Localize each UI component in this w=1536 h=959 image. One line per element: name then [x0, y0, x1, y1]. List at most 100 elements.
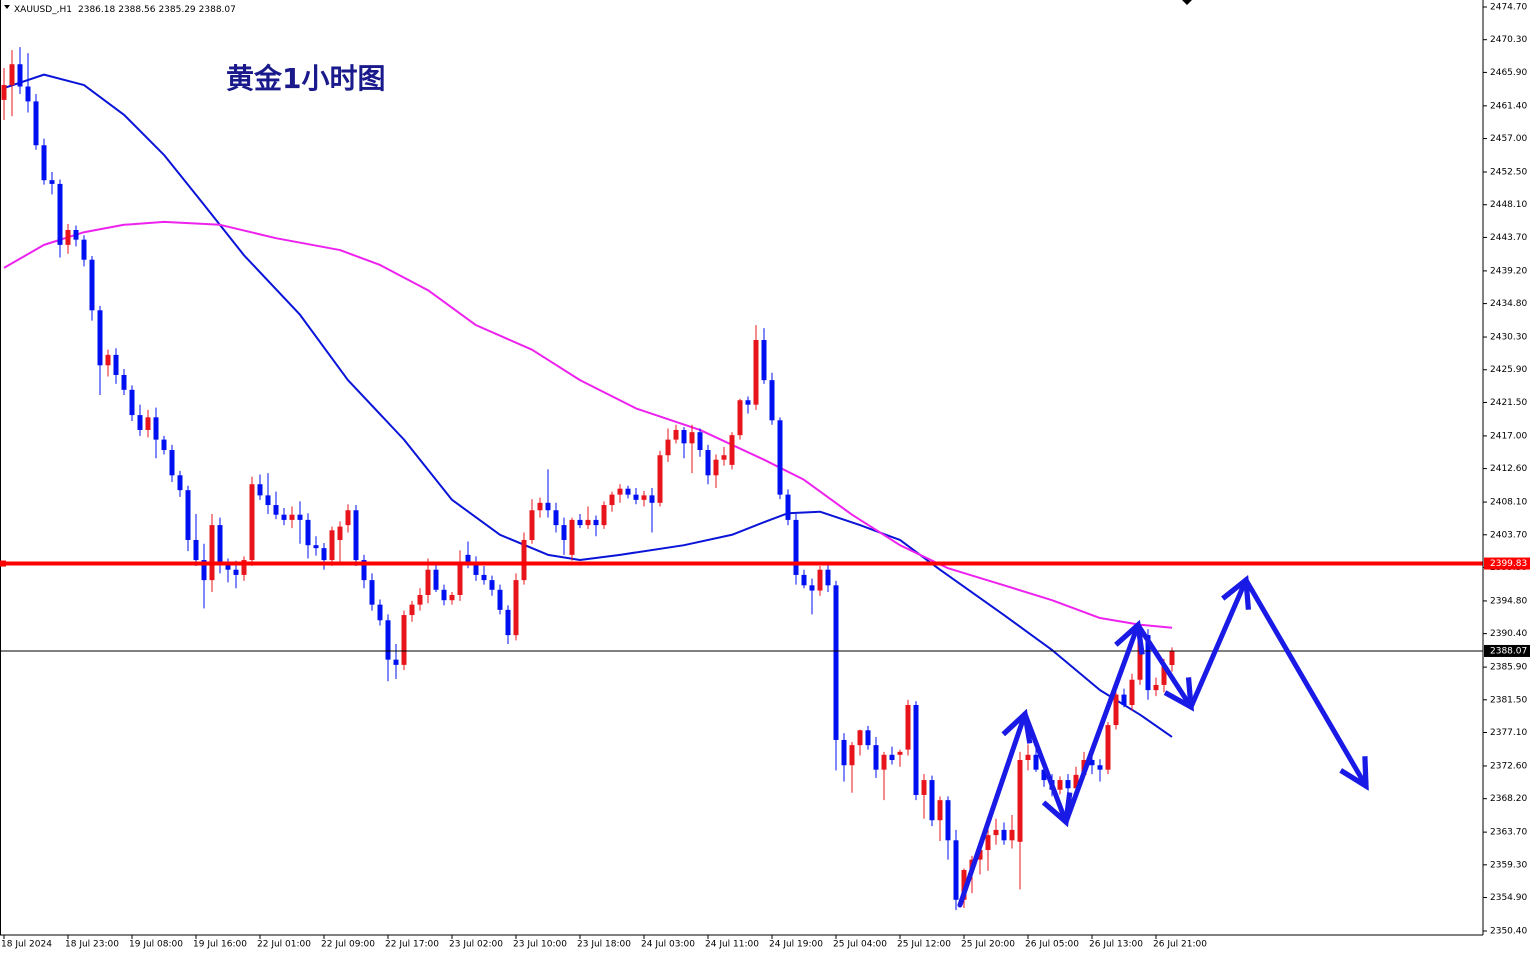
candle-body	[265, 495, 271, 506]
candle-body	[337, 526, 343, 540]
x-tick-label: 25 Jul 04:00	[833, 940, 887, 950]
candle-body	[137, 415, 143, 430]
moving-average	[3, 73, 1173, 738]
header-icon	[4, 5, 10, 9]
candle-body	[745, 400, 751, 405]
y-tick-label: 2359.30	[1490, 860, 1527, 870]
candle-body	[1121, 694, 1127, 706]
candle-body	[385, 620, 391, 660]
y-tick-label: 2390.40	[1490, 629, 1527, 639]
close: 2388.07	[199, 5, 236, 15]
candle-body	[345, 510, 351, 526]
candle-body	[689, 432, 695, 444]
candle-body	[81, 239, 87, 260]
candle-body	[497, 589, 503, 610]
candle-body	[41, 145, 47, 181]
x-tick-label: 23 Jul 10:00	[513, 940, 567, 950]
candle-body	[489, 580, 495, 590]
candle-body	[225, 565, 231, 570]
candle-body	[817, 569, 823, 591]
y-tick-label: 2368.20	[1490, 794, 1527, 804]
candle-body	[577, 519, 583, 526]
candle-body	[985, 835, 991, 850]
candle-body	[865, 730, 871, 746]
candle-body	[505, 609, 511, 636]
candle-body	[793, 519, 799, 575]
x-tick-label: 26 Jul 05:00	[1025, 940, 1079, 950]
candle-body	[153, 417, 159, 440]
candle-body	[897, 751, 903, 755]
candle-body	[665, 439, 671, 456]
candle-body	[585, 519, 591, 526]
y-tick-label: 2421.50	[1490, 398, 1527, 408]
candle-body	[217, 525, 223, 566]
x-tick-label: 25 Jul 20:00	[961, 940, 1015, 950]
x-tick-label: 26 Jul 13:00	[1089, 940, 1143, 950]
candle-body	[393, 659, 399, 665]
candle-body	[89, 259, 95, 311]
candle-body	[313, 545, 319, 549]
candle-body	[809, 585, 815, 591]
y-tick-label: 2350.40	[1490, 926, 1527, 936]
candle-body	[161, 439, 167, 451]
candle-body	[409, 604, 415, 616]
candle-body	[801, 574, 807, 586]
candle-body	[289, 514, 295, 520]
symbol: XAUUSD_,H1	[14, 5, 72, 15]
annotation-arrows	[957, 577, 1366, 908]
arrow	[1243, 577, 1366, 786]
candle-body	[721, 455, 727, 460]
x-tick-label: 23 Jul 02:00	[449, 940, 503, 950]
x-tick-label: 24 Jul 03:00	[641, 940, 695, 950]
candle-body	[1097, 765, 1103, 770]
x-tick-label: 22 Jul 17:00	[385, 940, 439, 950]
y-tick-label: 2394.80	[1490, 596, 1527, 606]
y-tick-label: 2403.70	[1490, 530, 1527, 540]
y-tick-label: 2377.10	[1490, 728, 1527, 738]
x-tick-label: 19 Jul 08:00	[129, 940, 183, 950]
y-tick-label: 2470.30	[1490, 35, 1527, 45]
candle-body	[993, 829, 999, 836]
candle-body	[937, 800, 943, 821]
price-label-bg	[1484, 644, 1530, 657]
x-tick-label: 24 Jul 11:00	[705, 940, 759, 950]
candle-body	[777, 420, 783, 495]
candle-body	[49, 180, 55, 184]
candle-body	[761, 340, 767, 381]
candle-body	[857, 730, 863, 746]
candle-body	[1025, 754, 1031, 761]
level-label: 2399.83	[1490, 559, 1527, 569]
candle-body	[417, 594, 423, 605]
candle-body	[1089, 760, 1095, 766]
candle-body	[673, 429, 679, 440]
candle-body	[121, 374, 127, 390]
candle-body	[913, 705, 919, 795]
candle-body	[737, 400, 743, 436]
candle-body	[473, 565, 479, 575]
y-tick-label: 2417.00	[1490, 431, 1527, 441]
x-tick-label: 22 Jul 01:00	[257, 940, 311, 950]
candle-body	[825, 569, 831, 586]
candle-body	[273, 505, 279, 515]
candle-body	[601, 505, 607, 526]
candle-body	[1057, 780, 1063, 790]
candle-body	[1169, 650, 1175, 666]
candle-body	[281, 514, 287, 520]
x-tick-label: 24 Jul 19:00	[769, 940, 823, 950]
candle-body	[201, 560, 207, 581]
candle-body	[241, 560, 247, 575]
y-tick-label: 2412.60	[1490, 464, 1527, 474]
candle-body	[953, 840, 959, 900]
candle-body	[553, 510, 559, 526]
candle-body	[129, 389, 135, 416]
candle-body	[113, 354, 119, 375]
candle-body	[65, 229, 71, 245]
candle-body	[305, 519, 311, 546]
y-tick-label: 2439.20	[1490, 266, 1527, 276]
candle-body	[625, 488, 631, 495]
candle-body	[545, 502, 551, 511]
arrow	[957, 714, 1025, 908]
candle-body	[649, 495, 655, 503]
y-tick-label: 2354.90	[1490, 893, 1527, 903]
